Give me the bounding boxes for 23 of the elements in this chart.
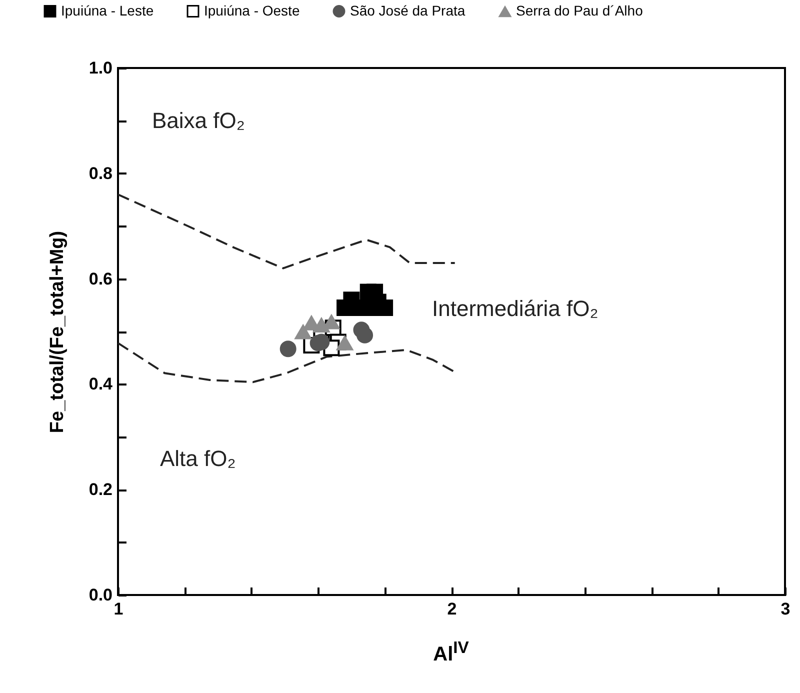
point bbox=[294, 324, 312, 340]
y-tick-label: 0.8 bbox=[88, 164, 112, 183]
annotation: Baixa fO₂ bbox=[152, 108, 245, 134]
annotation: Intermediária fO₂ bbox=[432, 296, 598, 322]
x-tick-label: 2 bbox=[447, 600, 457, 618]
y-tick-label: 0.6 bbox=[88, 269, 112, 288]
line-series bbox=[117, 193, 456, 270]
legend-label: São José da Prata bbox=[350, 2, 466, 18]
point bbox=[280, 340, 296, 358]
point bbox=[356, 326, 374, 344]
annotation: Alta fO₂ bbox=[160, 446, 236, 472]
x-axis-title: Al$^{IV}$ bbox=[432, 638, 470, 667]
y-tick-label: 0.2 bbox=[88, 480, 112, 500]
x-tick-label: 1 bbox=[114, 600, 124, 618]
y-tick-label: 0.4 bbox=[88, 374, 114, 394]
y-tick-label: 0.0 bbox=[88, 586, 112, 604]
x-tick-label: 3 bbox=[780, 600, 790, 618]
y-tick-label: 1.0 bbox=[88, 58, 112, 78]
point bbox=[336, 336, 354, 350]
legend-label: Ipuiúna - Leste bbox=[61, 2, 154, 18]
legend-label: Serra do Pau d´Alho bbox=[516, 2, 644, 19]
y-axis-title: Fe_total/(Fe_total+Mg) bbox=[46, 230, 68, 434]
legend-label: Ipuiúna - Oeste bbox=[204, 2, 300, 18]
